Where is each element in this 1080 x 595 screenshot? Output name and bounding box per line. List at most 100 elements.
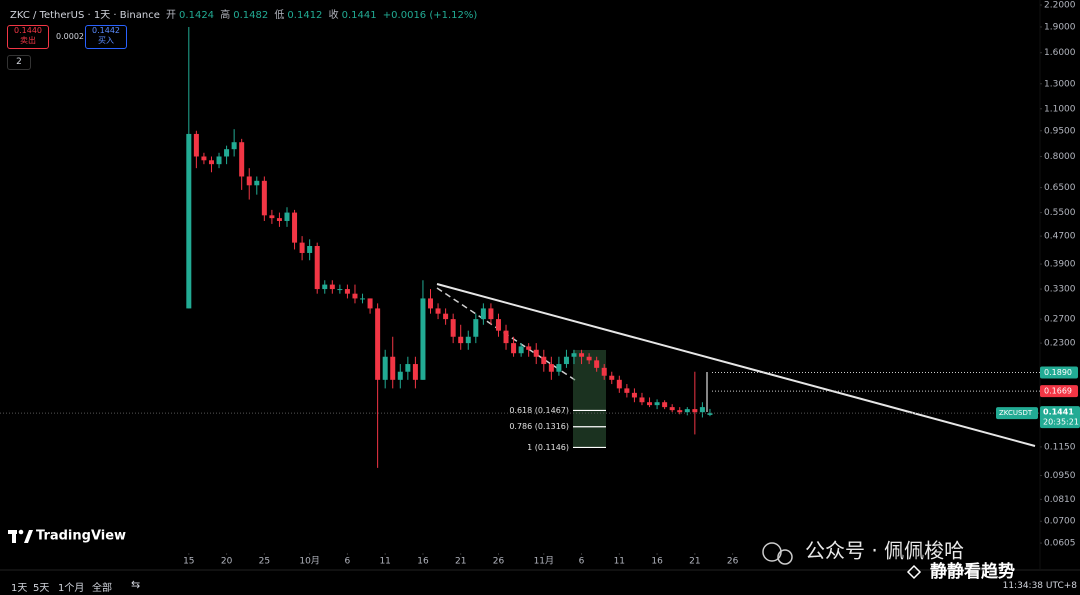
candle-body [254, 180, 260, 186]
candle-body [360, 298, 366, 300]
candle-body [699, 407, 705, 413]
candle-body [647, 402, 653, 406]
symbol-tag-label: ZKCUSDT [999, 409, 1033, 417]
sell-label: 卖出 [20, 36, 36, 45]
range-icon[interactable]: ⇆ [131, 578, 140, 591]
candle-body [276, 218, 282, 221]
fib-label: 1 (0.1146) [527, 443, 569, 452]
candle-body [556, 364, 562, 372]
x-tick-label: 11 [379, 557, 390, 567]
y-tick-label: 0.2700 [1044, 315, 1076, 325]
candle-body [480, 308, 486, 320]
x-tick-label: 6 [345, 557, 351, 567]
candle-body [707, 413, 713, 415]
watermark-icon [906, 564, 922, 580]
buy-button[interactable]: 0.1442 买入 [85, 25, 127, 49]
ohlc-label: 低 [274, 10, 285, 21]
x-tick-label: 10月 [299, 556, 319, 567]
price-tag [1040, 385, 1078, 398]
change: +0.0016 (+1.12%) [382, 10, 478, 21]
x-tick-label: 11月 [534, 556, 554, 567]
candle-body [344, 289, 350, 294]
last-price-label: 0.1441 [1043, 408, 1074, 417]
candle-body [495, 319, 501, 331]
candle-body [601, 367, 607, 376]
y-tick-label: 2.2000 [1044, 1, 1076, 11]
candle-body [616, 379, 622, 389]
candle-body [231, 142, 237, 150]
candle-body [563, 356, 569, 365]
tv-logo-icon [8, 529, 33, 543]
candle-body [246, 176, 252, 186]
x-tick-label: 11 [614, 557, 625, 567]
y-tick-label: 0.3300 [1044, 285, 1076, 295]
candle-body [624, 388, 630, 393]
sell-price: 0.1440 [14, 26, 42, 35]
fib-box [573, 350, 606, 448]
candle-body [677, 410, 683, 413]
sell-button[interactable]: 0.1440 卖出 [7, 25, 49, 49]
candle-body [216, 156, 222, 165]
candle-body [208, 160, 214, 165]
trend-line [436, 283, 1036, 447]
candle-body [269, 215, 275, 219]
ohlc-value: 0.1482 [233, 10, 269, 21]
y-tick-label: 0.0810 [1044, 495, 1076, 505]
candle-body [435, 308, 441, 314]
candle-body [292, 212, 298, 243]
candle-body [390, 356, 396, 380]
x-tick-label: 26 [493, 557, 505, 567]
x-tick-label: 6 [579, 557, 585, 567]
range-button[interactable]: 1天 [11, 583, 28, 594]
buy-label: 买入 [98, 36, 114, 45]
candle-body [412, 364, 418, 380]
candle-body [201, 156, 207, 161]
x-tick-label: 21 [455, 557, 466, 567]
fib-label: 0.618 (0.1467) [509, 406, 569, 415]
symbol: ZKC / TetherUS · 1天 · Binance [10, 10, 160, 21]
fib-label: 0.786 (0.1316) [509, 422, 569, 431]
candle-body [299, 242, 305, 253]
clock: 11:34:38 UTC+8 [1002, 581, 1077, 591]
candle-body [609, 375, 615, 380]
ohlc-value: 0.1441 [341, 10, 377, 21]
candle-body [473, 319, 479, 337]
ohlc-value: 0.1412 [287, 10, 323, 21]
candle-body [405, 364, 411, 372]
candle-body [579, 353, 585, 357]
candle-body [367, 298, 373, 309]
indicator-toggle[interactable]: 2 [7, 55, 31, 70]
x-tick-label: 16 [651, 557, 663, 567]
candle-body [548, 364, 554, 372]
y-tick-label: 1.9000 [1044, 22, 1076, 32]
ohlc-label: 开 [166, 10, 177, 21]
candle-body [692, 409, 698, 413]
watermark: 公众号 · 佩佩梭哈 [805, 539, 964, 563]
x-tick-label: 20 [221, 557, 233, 567]
candle-body [662, 402, 668, 408]
price-tag [1040, 366, 1078, 379]
ohlc-label: 收 [328, 10, 339, 21]
y-tick-label: 0.6500 [1044, 183, 1076, 193]
y-tick-label: 1.6000 [1044, 48, 1076, 58]
candle-body [458, 336, 464, 344]
x-tick-label: 15 [183, 557, 194, 567]
candle-body [503, 330, 509, 344]
logo: TradingView [36, 529, 126, 544]
candle-body [669, 407, 675, 411]
candle-body [428, 298, 434, 309]
candle-body [186, 133, 192, 309]
y-tick-label: 0.3900 [1044, 260, 1076, 270]
candle-body [571, 353, 577, 357]
watermark: 静静看趋势 [930, 561, 1015, 582]
range-button[interactable]: 5天 [33, 583, 50, 594]
ohlc-value: 0.1424 [179, 10, 215, 21]
candle-body [465, 336, 471, 344]
candle-body [420, 298, 426, 380]
price-tag-label: 0.1669 [1044, 387, 1072, 396]
range-button[interactable]: 1个月 [58, 583, 85, 594]
candle-body [631, 392, 637, 398]
candle-body [518, 346, 524, 354]
range-button[interactable]: 全部 [92, 583, 112, 594]
